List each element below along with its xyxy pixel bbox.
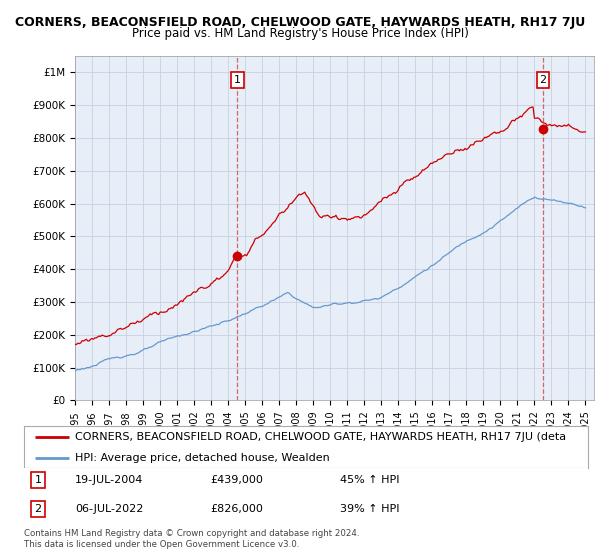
Text: 2: 2 bbox=[539, 75, 547, 85]
Text: £439,000: £439,000 bbox=[210, 475, 263, 486]
Text: 19-JUL-2004: 19-JUL-2004 bbox=[75, 475, 143, 486]
Text: 06-JUL-2022: 06-JUL-2022 bbox=[75, 504, 143, 514]
Text: Contains HM Land Registry data © Crown copyright and database right 2024.
This d: Contains HM Land Registry data © Crown c… bbox=[24, 529, 359, 549]
Text: 45% ↑ HPI: 45% ↑ HPI bbox=[340, 475, 400, 486]
Text: 2: 2 bbox=[35, 504, 41, 514]
Text: Price paid vs. HM Land Registry's House Price Index (HPI): Price paid vs. HM Land Registry's House … bbox=[131, 27, 469, 40]
Text: CORNERS, BEACONSFIELD ROAD, CHELWOOD GATE, HAYWARDS HEATH, RH17 7JU (deta: CORNERS, BEACONSFIELD ROAD, CHELWOOD GAT… bbox=[75, 432, 566, 442]
Text: HPI: Average price, detached house, Wealden: HPI: Average price, detached house, Weal… bbox=[75, 454, 329, 463]
Text: £826,000: £826,000 bbox=[210, 504, 263, 514]
Text: 39% ↑ HPI: 39% ↑ HPI bbox=[340, 504, 400, 514]
Text: 1: 1 bbox=[234, 75, 241, 85]
Text: CORNERS, BEACONSFIELD ROAD, CHELWOOD GATE, HAYWARDS HEATH, RH17 7JU: CORNERS, BEACONSFIELD ROAD, CHELWOOD GAT… bbox=[15, 16, 585, 29]
Text: 1: 1 bbox=[35, 475, 41, 486]
